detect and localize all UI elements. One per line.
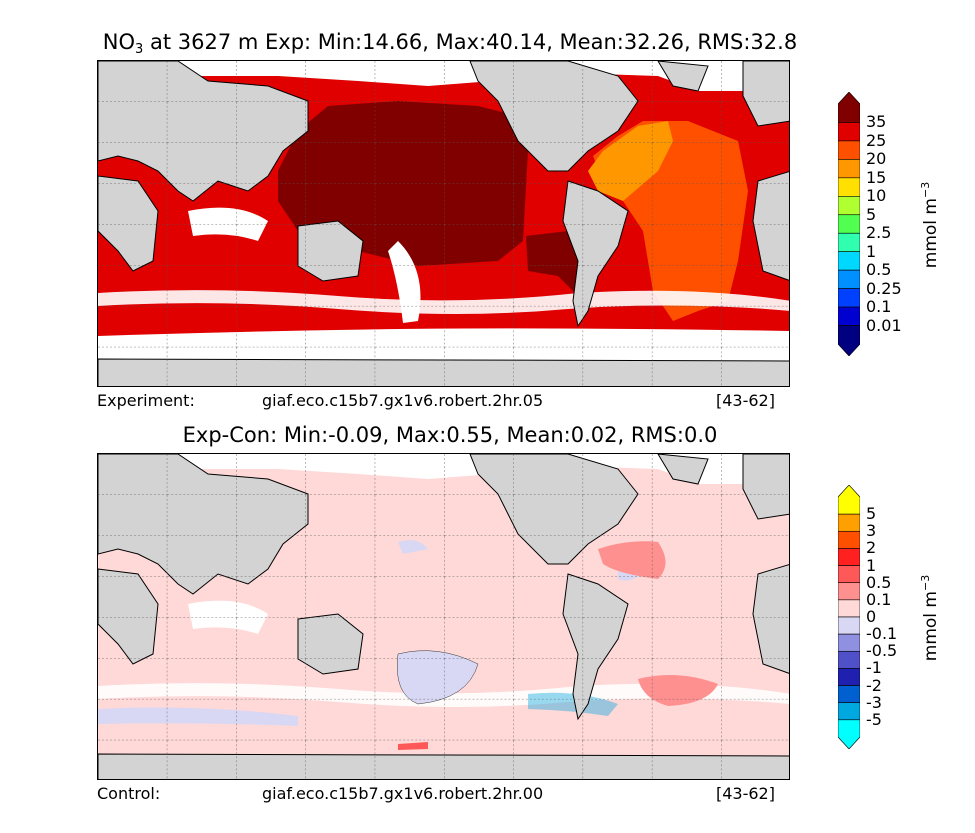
top-colorbar bbox=[838, 92, 860, 356]
colorbar-segment bbox=[838, 159, 860, 179]
colorbar-tick-label: 20 bbox=[866, 149, 887, 169]
bottom-caption-years: [43-62] bbox=[716, 784, 775, 803]
colorbar-tick-label: 15 bbox=[866, 167, 887, 187]
colorbar-segment bbox=[838, 196, 860, 216]
colorbar-segment bbox=[838, 306, 860, 326]
top-caption-label: Experiment: bbox=[97, 391, 195, 410]
top-caption-run: giaf.eco.c15b7.gx1v6.robert.2hr.05 bbox=[262, 391, 544, 410]
colorbar-segment bbox=[838, 288, 860, 308]
colorbar-segment bbox=[838, 140, 860, 160]
colorbar-tick-label: 35 bbox=[866, 112, 887, 132]
bottom-colorbar-unit: mmol m−3 bbox=[919, 574, 941, 662]
title-subscript: 3 bbox=[135, 42, 144, 57]
colorbar-tick-label: 0.5 bbox=[866, 572, 892, 592]
colorbar-tick-label: -0.1 bbox=[866, 624, 898, 644]
colorbar-segment bbox=[838, 251, 860, 271]
colorbar-segment bbox=[838, 530, 860, 549]
colorbar-segment bbox=[838, 685, 860, 704]
bottom-map bbox=[97, 453, 790, 780]
colorbar-segment bbox=[838, 214, 860, 234]
top-map-title: NO3 at 3627 m Exp: Min:14.66, Max:40.14,… bbox=[0, 30, 900, 57]
colorbar-tick-label: 0.5 bbox=[866, 260, 892, 280]
colorbar-segment bbox=[838, 702, 860, 721]
colorbar-segment bbox=[838, 582, 860, 601]
colorbar-segment bbox=[838, 232, 860, 252]
colorbar-tick-label: 2.5 bbox=[866, 223, 892, 243]
title-species: NO bbox=[102, 30, 136, 54]
colorbar-segment bbox=[838, 565, 860, 584]
colorbar-tick-label: 10 bbox=[866, 186, 887, 206]
colorbar-segment bbox=[838, 668, 860, 686]
colorbar-tick-label: 0.01 bbox=[866, 315, 902, 335]
colorbar-segment bbox=[838, 548, 860, 566]
colorbar-segment bbox=[838, 177, 860, 197]
colorbar-tick-label: -5 bbox=[866, 709, 882, 729]
colorbar-tick-label: 1 bbox=[866, 555, 877, 575]
colorbar-segment bbox=[838, 325, 860, 356]
colorbar-segment bbox=[838, 633, 860, 652]
colorbar-tick-label: -2 bbox=[866, 675, 882, 695]
bottom-map-title: Exp-Con: Min:-0.09, Max:0.55, Mean:0.02,… bbox=[182, 423, 718, 447]
colorbar-segment bbox=[838, 92, 860, 123]
title-stats: at 3627 m Exp: Min:14.66, Max:40.14, Mea… bbox=[143, 30, 798, 54]
bottom-caption-label: Control: bbox=[97, 784, 161, 803]
colorbar-segment bbox=[838, 122, 860, 142]
colorbar-tick-label: 25 bbox=[866, 130, 887, 150]
colorbar-tick-label: -3 bbox=[866, 692, 882, 712]
bottom-colorbar bbox=[838, 485, 860, 749]
colorbar-tick-label: 0.25 bbox=[866, 278, 902, 298]
colorbar-tick-label: 5 bbox=[866, 204, 877, 224]
colorbar-segment bbox=[838, 513, 860, 532]
colorbar-segment bbox=[838, 650, 860, 669]
colorbar-segment bbox=[838, 269, 860, 289]
map-gridlines bbox=[98, 454, 789, 779]
colorbar-segment bbox=[838, 599, 860, 618]
colorbar-tick-label: 0.1 bbox=[866, 589, 892, 609]
colorbar-segment bbox=[838, 485, 860, 515]
colorbar-tick-label: -0.5 bbox=[866, 641, 898, 661]
top-caption-years: [43-62] bbox=[716, 391, 775, 410]
colorbar-tick-label: 0 bbox=[866, 607, 877, 626]
colorbar-segment bbox=[838, 616, 860, 635]
top-colorbar-unit: mmol m−3 bbox=[919, 181, 941, 269]
map-gridlines bbox=[98, 61, 789, 386]
colorbar-tick-label: 3 bbox=[866, 521, 877, 541]
top-map bbox=[97, 60, 790, 387]
colorbar-tick-label: 0.1 bbox=[866, 297, 892, 317]
colorbar-tick-label: 2 bbox=[866, 538, 877, 558]
colorbar-tick-label: -1 bbox=[866, 658, 882, 678]
colorbar-tick-label: 1 bbox=[866, 241, 877, 261]
bottom-caption-run: giaf.eco.c15b7.gx1v6.robert.2hr.00 bbox=[262, 784, 544, 803]
colorbar-segment bbox=[838, 719, 860, 749]
colorbar-tick-label: 5 bbox=[866, 504, 877, 524]
